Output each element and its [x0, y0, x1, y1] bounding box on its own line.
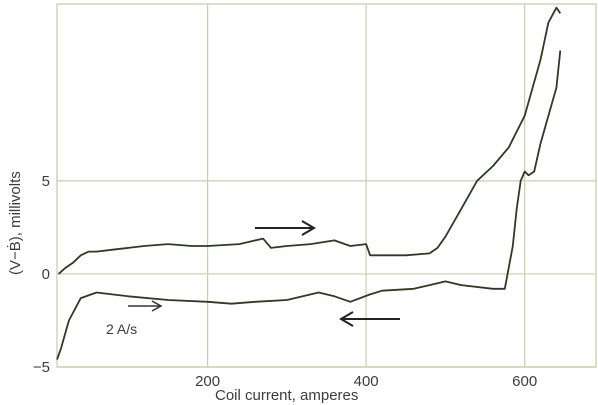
- x-tick-label: 600: [512, 373, 537, 390]
- grid: [57, 4, 596, 368]
- series-line-decreasing: [56, 50, 562, 360]
- arrow-rate-icon: [128, 300, 163, 312]
- series-layer: [56, 6, 562, 360]
- y-tick-label: −5: [33, 359, 50, 376]
- tick-labels: 200 400 600 5 0 −5: [33, 173, 537, 390]
- arrow-increasing-icon: [255, 220, 316, 236]
- y-axis-label: (V−Ḃ), millivolts: [6, 171, 24, 275]
- x-tick-label: 400: [354, 373, 379, 390]
- rate-annotation: 2 A/s: [106, 321, 137, 337]
- x-tick-label: 200: [195, 373, 220, 390]
- y-tick-label: 0: [42, 266, 50, 283]
- series-line-increasing: [58, 6, 562, 275]
- arrow-decreasing-icon: [339, 311, 400, 327]
- plot-frame: [56, 3, 597, 368]
- x-axis-label: Coil current, amperes: [215, 387, 358, 404]
- y-tick-label: 5: [42, 173, 50, 190]
